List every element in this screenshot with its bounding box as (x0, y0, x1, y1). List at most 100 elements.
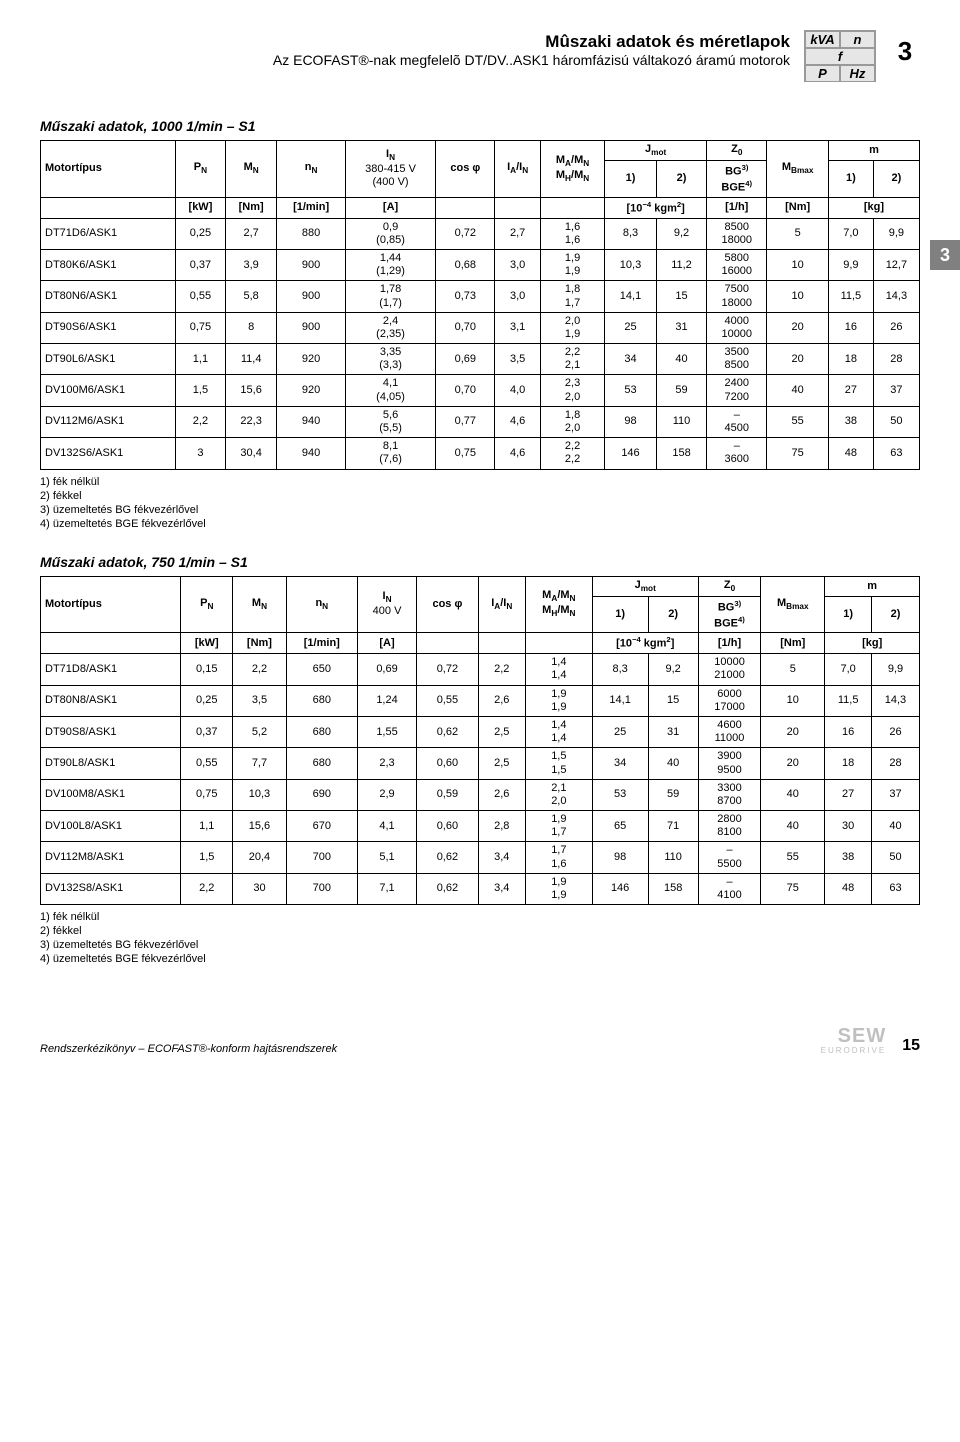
cell: 1,9 1,9 (525, 685, 592, 716)
cell: 16 (828, 312, 873, 343)
cell: 1,55 (357, 716, 416, 747)
cell: 1,8 2,0 (540, 406, 604, 437)
cell: 110 (656, 406, 706, 437)
unit-kgm2: [10−4 kgm2] (605, 197, 707, 218)
table-row: DT80N8/ASK10,253,56801,240,552,61,9 1,91… (41, 685, 920, 716)
cell: 11,2 (656, 249, 706, 280)
unit-nm: [Nm] (225, 197, 277, 218)
cell: 50 (873, 406, 919, 437)
cell: 700 (286, 842, 357, 873)
cell: 4,6 (495, 406, 541, 437)
cell: 1,9 1,9 (525, 873, 592, 904)
cell: 0,25 (176, 218, 226, 249)
cell: 0,25 (181, 685, 233, 716)
table-row: DT80N6/ASK10,555,89001,78 (1,7)0,733,01,… (41, 281, 920, 312)
cell: 18 (825, 748, 872, 779)
cell: 9,2 (648, 654, 698, 685)
cell: 0,72 (436, 218, 495, 249)
cell: 8500 18000 (707, 218, 767, 249)
cell: 940 (277, 438, 345, 469)
cell: DT90L6/ASK1 (41, 344, 176, 375)
cell: 2,3 2,0 (540, 375, 604, 406)
page-number: 15 (902, 1037, 920, 1055)
cell: 5,2 (233, 716, 287, 747)
logo-cell: n (840, 31, 875, 48)
cell: DV112M6/ASK1 (41, 406, 176, 437)
cell: 15 (656, 281, 706, 312)
cell: 98 (605, 406, 657, 437)
cell: 65 (592, 811, 648, 842)
cell: 40 (871, 811, 919, 842)
unit-1h: [1/h] (707, 197, 767, 218)
cell: 34 (592, 748, 648, 779)
cell: 900 (277, 249, 345, 280)
cell: 14,3 (873, 281, 919, 312)
table-row: DT80K6/ASK10,373,99001,44 (1,29)0,683,01… (41, 249, 920, 280)
cell: DV100M6/ASK1 (41, 375, 176, 406)
cell: 2,3 (357, 748, 416, 779)
note-line: 3) üzemeltetés BG fékvezérlővel (40, 504, 920, 516)
cell: 940 (277, 406, 345, 437)
page-top-number: 3 (890, 30, 920, 67)
cell: 650 (286, 654, 357, 685)
cell: DT80N6/ASK1 (41, 281, 176, 312)
cell: 3900 9500 (698, 748, 761, 779)
unit-1h: [1/h] (698, 633, 761, 654)
cell: 98 (592, 842, 648, 873)
cell: 900 (277, 281, 345, 312)
cell: 40 (767, 375, 829, 406)
col-mbmax: MBmax (761, 576, 825, 633)
cell: 25 (605, 312, 657, 343)
cell: 28 (873, 344, 919, 375)
table-row: DV132S6/ASK1330,49408,1 (7,6)0,754,62,2 … (41, 438, 920, 469)
col-pn: PN (176, 141, 226, 198)
cell: 9,9 (871, 654, 919, 685)
cell: 158 (648, 873, 698, 904)
cell: 2400 7200 (707, 375, 767, 406)
cell: 3,4 (478, 842, 525, 873)
cell: 1,4 1,4 (525, 716, 592, 747)
col-iain: IA/IN (478, 576, 525, 633)
cell: DT80K6/ASK1 (41, 249, 176, 280)
col-j2: 2) (648, 596, 698, 633)
cell: 27 (828, 375, 873, 406)
cell: 3 (176, 438, 226, 469)
cell: 63 (873, 438, 919, 469)
cell: – 4500 (707, 406, 767, 437)
table-row: DV132S8/ASK12,2307007,10,623,41,9 1,9146… (41, 873, 920, 904)
cell: 3,9 (225, 249, 277, 280)
cell: 4,6 (495, 438, 541, 469)
cell: DV132S8/ASK1 (41, 873, 181, 904)
cell: 2,7 (495, 218, 541, 249)
cell: 0,60 (417, 748, 478, 779)
cell: 63 (871, 873, 919, 904)
cell: 9,2 (656, 218, 706, 249)
page: 3 Mûszaki adatok és méretlapok Az ECOFAS… (40, 30, 920, 1055)
cell: 0,68 (436, 249, 495, 280)
cell: 2,2 2,2 (540, 438, 604, 469)
cell: DT90S8/ASK1 (41, 716, 181, 747)
cell: 9,9 (873, 218, 919, 249)
cell: 30 (825, 811, 872, 842)
cell: 1,6 1,6 (540, 218, 604, 249)
cell: 2,2 2,1 (540, 344, 604, 375)
cell: 20 (767, 344, 829, 375)
col-in: IN400 V (357, 576, 416, 633)
cell: DV112M8/ASK1 (41, 842, 181, 873)
cell: 2,6 (478, 685, 525, 716)
col-m2: 2) (871, 596, 919, 633)
cell: 0,70 (436, 375, 495, 406)
cell: 34 (605, 344, 657, 375)
col-cos: cos φ (417, 576, 478, 633)
unit-blank (525, 633, 592, 654)
cell: 158 (656, 438, 706, 469)
unit-blank (417, 633, 478, 654)
cell: 50 (871, 842, 919, 873)
cell: 0,72 (417, 654, 478, 685)
unit-kg: [kg] (828, 197, 919, 218)
cell: 700 (286, 873, 357, 904)
table-row: DT90S6/ASK10,7589002,4 (2,35)0,703,12,0 … (41, 312, 920, 343)
cell: 20 (761, 748, 825, 779)
cell: 16 (825, 716, 872, 747)
col-motor: Motortípus (41, 141, 176, 198)
